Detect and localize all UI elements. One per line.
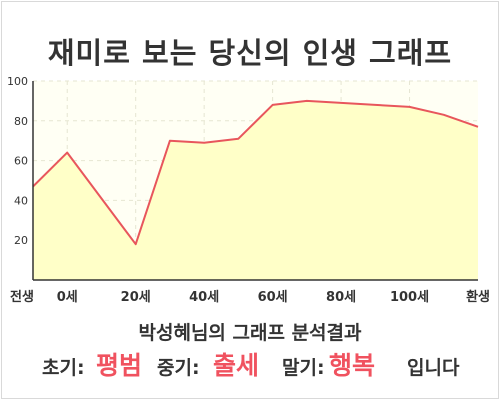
late-value: 행복 bbox=[329, 351, 376, 380]
x-tick-labels: 전생 0세 20세 40세 60세 80세 100세 환생 bbox=[10, 289, 490, 305]
x-tick-label: 100세 bbox=[390, 290, 429, 305]
early-label: 초기: bbox=[42, 357, 85, 379]
middle-label: 중기: bbox=[157, 357, 200, 379]
x-tick-label: 환생 bbox=[466, 289, 490, 305]
chart-title: 재미로 보는 당신의 인생 그래프 bbox=[47, 36, 453, 70]
early-value: 평범 bbox=[96, 351, 143, 380]
x-tick-label: 20세 bbox=[121, 290, 151, 305]
y-tick-labels: 20 40 60 80 100 bbox=[7, 75, 28, 247]
summary-ending: 입니다 bbox=[407, 357, 460, 379]
middle-value: 출세 bbox=[213, 351, 260, 380]
y-tick-label: 80 bbox=[14, 115, 28, 128]
x-tick-label: 전생 bbox=[10, 289, 34, 305]
x-tick-label: 40세 bbox=[189, 290, 219, 305]
x-tick-label: 80세 bbox=[326, 290, 356, 305]
series-line bbox=[32, 99, 479, 246]
y-tick-label: 40 bbox=[14, 194, 28, 207]
x-tick-label: 60세 bbox=[258, 290, 288, 305]
series-area bbox=[33, 100, 478, 281]
life-summary: 초기: 평범 중기: 출세 말기: 행복 입니다 bbox=[0, 346, 500, 382]
y-tick-label: 60 bbox=[14, 155, 28, 168]
x-tick-label: 0세 bbox=[57, 290, 78, 305]
analysis-subtitle: 박성혜님의 그래프 분석결과 bbox=[138, 322, 362, 344]
y-tick-label: 100 bbox=[7, 75, 28, 88]
y-tick-label: 20 bbox=[14, 234, 28, 247]
late-label: 말기: bbox=[282, 357, 325, 379]
